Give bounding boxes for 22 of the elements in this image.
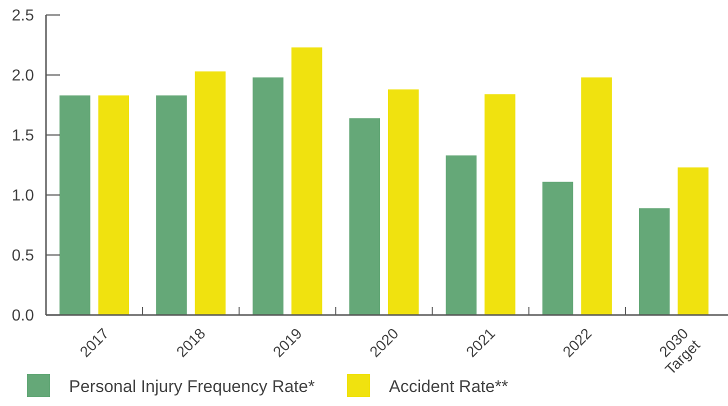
bar <box>678 167 708 315</box>
bar <box>638 208 670 315</box>
bar <box>349 118 380 315</box>
bar <box>252 77 284 315</box>
bar <box>581 77 612 315</box>
bar <box>446 155 477 315</box>
y-tick-label: 1.0 <box>12 188 34 205</box>
y-tick-label: 0.0 <box>12 308 34 325</box>
bar <box>60 95 90 315</box>
bar <box>98 95 130 315</box>
bar <box>156 95 187 315</box>
bar <box>484 94 516 315</box>
legend-label: Personal Injury Frequency Rate* <box>69 376 316 396</box>
bar <box>291 47 322 315</box>
bar <box>388 89 419 315</box>
y-tick-label: 0.5 <box>12 248 34 265</box>
legend-label: Accident Rate** <box>389 376 508 396</box>
y-tick-label: 2.5 <box>12 8 34 25</box>
bar <box>542 182 574 315</box>
y-tick-label: 2.0 <box>12 68 34 85</box>
bar <box>194 71 226 315</box>
y-tick-label: 1.5 <box>12 128 34 145</box>
